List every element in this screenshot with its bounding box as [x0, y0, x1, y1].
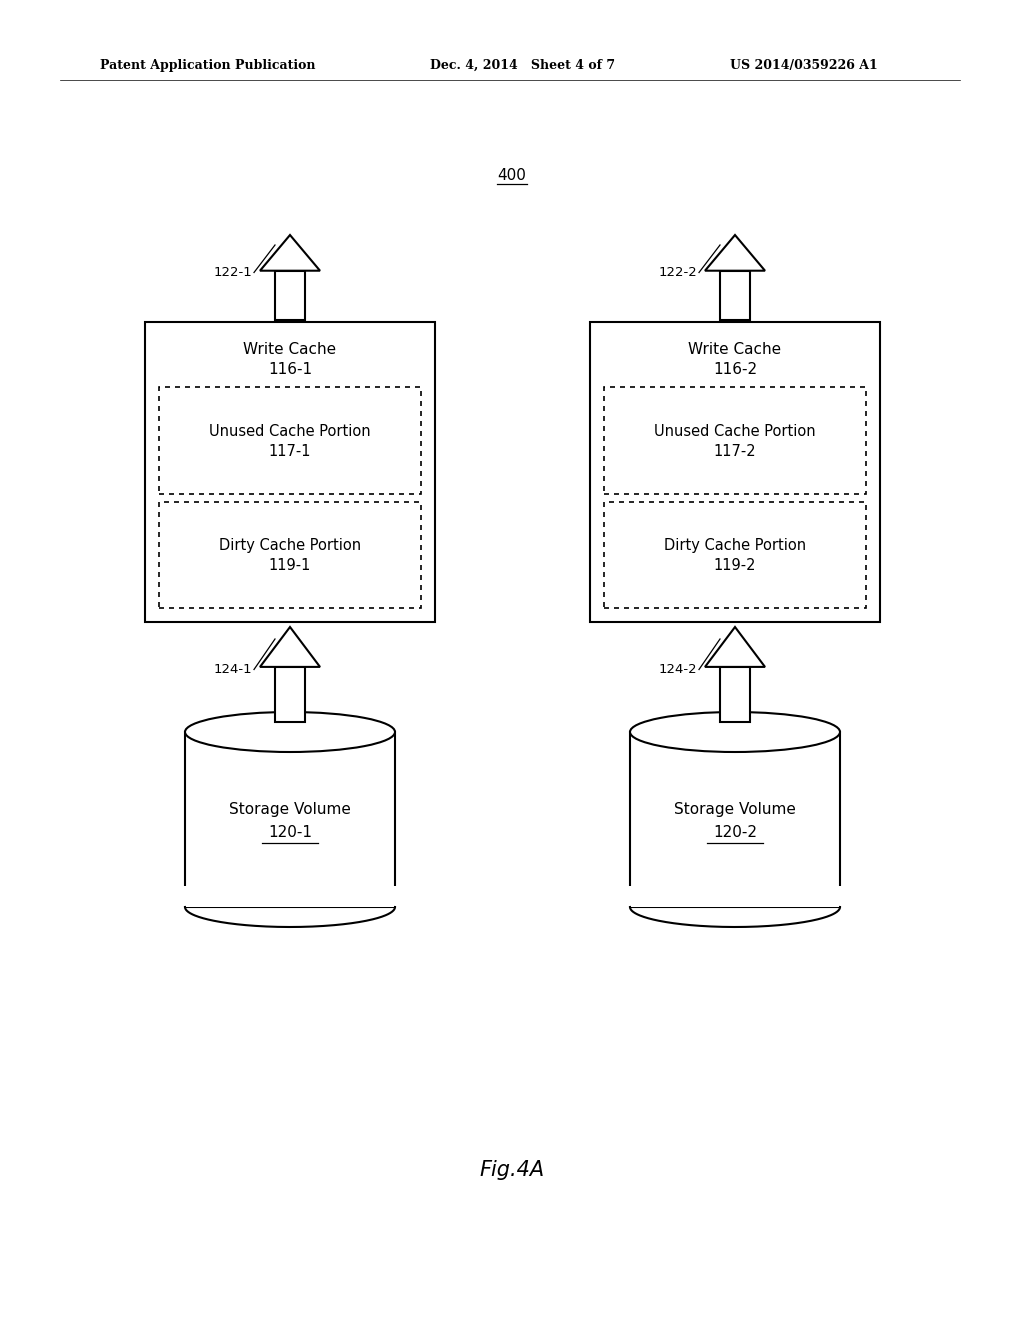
Text: Write Cache: Write Cache — [688, 342, 781, 356]
Text: Dirty Cache Portion: Dirty Cache Portion — [664, 539, 806, 553]
Bar — [145, 322, 435, 622]
Bar — [183, 886, 397, 907]
Text: Fig.4A: Fig.4A — [479, 1160, 545, 1180]
Text: 120-1: 120-1 — [268, 825, 312, 840]
Bar — [159, 502, 421, 609]
Text: 119-2: 119-2 — [714, 558, 757, 573]
Bar — [630, 733, 840, 907]
Text: Dirty Cache Portion: Dirty Cache Portion — [219, 539, 361, 553]
Bar — [628, 886, 842, 907]
Polygon shape — [720, 667, 750, 722]
Polygon shape — [705, 235, 765, 271]
Text: 119-1: 119-1 — [269, 558, 311, 573]
Text: Dec. 4, 2014   Sheet 4 of 7: Dec. 4, 2014 Sheet 4 of 7 — [430, 58, 615, 71]
Polygon shape — [705, 627, 765, 667]
Text: 116-2: 116-2 — [713, 362, 757, 376]
Text: 124-1: 124-1 — [213, 663, 252, 676]
Text: 122-1: 122-1 — [213, 267, 252, 279]
Text: 116-1: 116-1 — [268, 362, 312, 376]
Bar — [604, 502, 866, 609]
Text: Unused Cache Portion: Unused Cache Portion — [209, 424, 371, 438]
Text: Write Cache: Write Cache — [244, 342, 337, 356]
Text: 124-2: 124-2 — [658, 663, 697, 676]
Polygon shape — [260, 235, 319, 271]
Text: Storage Volume: Storage Volume — [674, 803, 796, 817]
Text: Unused Cache Portion: Unused Cache Portion — [654, 424, 816, 438]
Text: Patent Application Publication: Patent Application Publication — [100, 58, 315, 71]
Text: 400: 400 — [498, 168, 526, 182]
Text: US 2014/0359226 A1: US 2014/0359226 A1 — [730, 58, 878, 71]
Text: 117-1: 117-1 — [268, 444, 311, 459]
Polygon shape — [260, 627, 319, 667]
Bar — [604, 387, 866, 494]
Text: 117-2: 117-2 — [714, 444, 757, 459]
Text: Storage Volume: Storage Volume — [229, 803, 351, 817]
Text: 120-2: 120-2 — [713, 825, 757, 840]
Bar — [185, 733, 395, 907]
Ellipse shape — [185, 711, 395, 752]
Polygon shape — [275, 271, 305, 319]
Text: 122-2: 122-2 — [658, 267, 697, 279]
Ellipse shape — [630, 711, 840, 752]
Bar — [159, 387, 421, 494]
Polygon shape — [275, 667, 305, 722]
Bar — [590, 322, 880, 622]
Polygon shape — [720, 271, 750, 319]
